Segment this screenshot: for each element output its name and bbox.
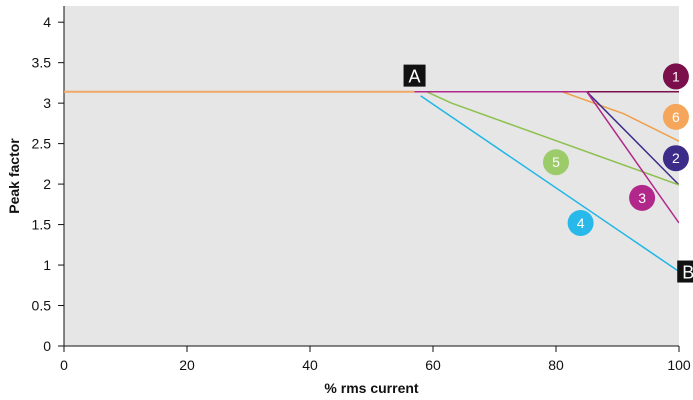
curve-3-line [414,91,679,224]
x-tick-label: 20 [179,357,195,373]
curve-5-line [426,91,679,186]
y-tick-label: 1 [43,257,51,273]
y-tick-label: 0.5 [32,298,52,314]
x-tick-label: 80 [548,357,564,373]
y-axis-title: Peak factor [6,138,22,214]
y-tick-label: 1.5 [32,217,52,233]
curve-2-badge [662,145,689,172]
curve-1-badge-label: 1 [672,68,680,84]
x-axis-title: % rms current [324,380,418,396]
curve-5-badge [543,149,569,176]
y-tick-label: 0 [43,338,51,354]
x-tick-label: 100 [667,357,691,373]
point-a-label: A [409,67,421,87]
point-b-marker [677,260,693,283]
x-tick-label: 60 [425,357,441,373]
curve-2-badge-label: 2 [672,150,680,166]
curve-1-badge [662,63,689,90]
point-a-marker [403,64,426,87]
curve-4-badge-label: 4 [577,215,585,231]
curve-3-badge [629,184,656,211]
y-tick-label: 4 [43,14,51,30]
curve-6-badge [662,103,689,130]
x-tick-label: 40 [302,357,318,373]
y-tick-label: 2.5 [32,136,52,152]
y-tick-label: 2 [43,176,51,192]
y-tick-label: 3 [43,95,51,111]
curve-4-line [420,95,679,273]
point-b-label: B [682,263,693,283]
curve-5-badge-label: 5 [552,154,560,170]
plot-area [64,6,679,346]
curve-6-badge-label: 6 [672,109,680,125]
curve-4-badge [567,209,594,236]
curve-3-badge-label: 3 [638,190,646,206]
y-tick-label: 3.5 [32,55,52,71]
x-tick-label: 0 [60,357,68,373]
